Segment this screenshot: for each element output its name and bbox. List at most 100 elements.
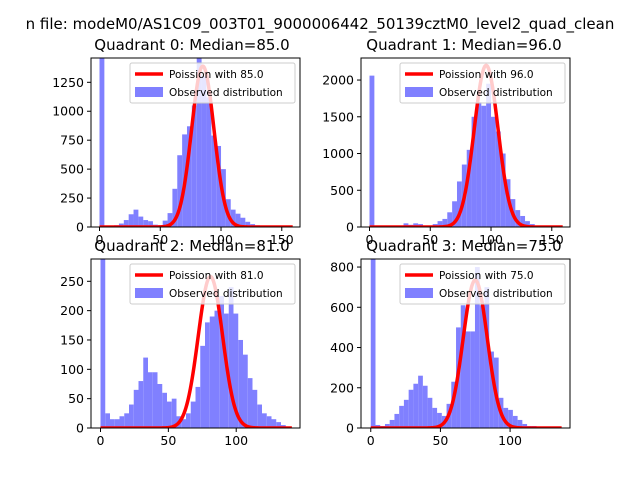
histogram-bar (418, 375, 423, 428)
histogram-bar (252, 389, 258, 428)
histogram-bar (389, 419, 395, 428)
legend-entry-observed: Observed distribution (169, 288, 283, 300)
histogram-bar (191, 105, 197, 227)
histogram-bar (214, 310, 220, 428)
histogram-bar (508, 409, 513, 428)
histogram-bar (484, 287, 490, 428)
histogram-bar (206, 97, 212, 227)
histogram-bar (123, 220, 129, 227)
histogram-bar (233, 313, 239, 428)
panel-quadrant-2: 0 50 100 0 50 100 150 200 250 Poission with 81.0 O… (60, 237, 301, 448)
panel-title: Quadrant 2: Median=81.0 (94, 237, 289, 255)
histogram-bar (138, 216, 144, 227)
legend-box (399, 62, 566, 104)
histogram-bar (262, 413, 267, 428)
legend-entry-poisson: Poission with 96.0 (439, 69, 534, 81)
histogram-bar (211, 135, 217, 227)
histogram-bar (110, 419, 115, 428)
histogram-bar (479, 305, 485, 428)
legend-box (399, 263, 566, 305)
y-tick-label: 600 (330, 300, 354, 315)
histogram-bar (427, 397, 433, 428)
y-tick-label: 500 (330, 183, 354, 198)
axes-frame (360, 258, 571, 429)
x-tick-label: 100 (209, 232, 233, 247)
y-tick-label: 0 (346, 220, 354, 235)
histogram-bar (491, 116, 496, 227)
histogram-bar (119, 416, 125, 428)
panel-quadrant-0: 0 50 100 150 0 250 500 750 1000 1250 Poission with… (52, 36, 301, 247)
histogram-bar (99, 58, 105, 227)
axes-frame (90, 57, 301, 228)
panel-title: Quadrant 0: Median=85.0 (94, 36, 289, 54)
y-tick-label: 2000 (322, 73, 354, 88)
histogram-bar (177, 155, 183, 227)
x-tick-label: 50 (152, 232, 168, 247)
histogram-bar (148, 372, 153, 428)
histogram-bar (162, 392, 167, 428)
histogram-bar (133, 389, 139, 428)
histogram-bar (138, 381, 144, 428)
legend-patch-swatch (405, 87, 433, 97)
panel-title: Quadrant 3: Median=75.0 (366, 237, 561, 255)
histogram-bar (503, 407, 509, 428)
histogram-bar (394, 413, 400, 428)
panel-quadrant-3: 0 50 100 0 200 400 600 800 Poission with 75.0 Obs… (330, 237, 571, 448)
histogram-bar (238, 339, 243, 428)
legend-entry-poisson: Poission with 81.0 (169, 270, 264, 282)
histogram-bar (172, 188, 178, 227)
histogram-bar (228, 287, 234, 428)
histogram-bar (422, 385, 428, 428)
histogram-bar (133, 209, 139, 227)
y-tick-label: 1500 (322, 109, 354, 124)
legend-patch-swatch (405, 288, 433, 298)
x-tick-label: 100 (498, 433, 522, 448)
histogram-bar (486, 83, 492, 227)
histogram-bar (245, 221, 251, 227)
y-tick-label: 500 (60, 162, 84, 177)
histogram-bar (240, 217, 246, 227)
histogram-bar (219, 295, 224, 428)
histogram-bar (205, 322, 210, 428)
x-tick-label: 50 (432, 433, 448, 448)
histogram-bar (157, 383, 163, 428)
x-tick-label: 150 (540, 232, 564, 247)
histogram-bar (247, 378, 253, 428)
histogram-bar (399, 405, 404, 428)
histogram-bar (148, 221, 153, 227)
histogram-bar (442, 218, 448, 227)
y-tick-label: 0 (76, 421, 84, 436)
histogram-bar (517, 419, 523, 428)
histogram-bar (243, 354, 248, 428)
histogram-bar (512, 415, 518, 428)
histogram-bar (201, 76, 207, 227)
x-tick-label: 0 (97, 433, 105, 448)
histogram-bar (105, 413, 110, 428)
histogram-bar (470, 331, 475, 428)
histogram-bar (129, 404, 134, 428)
histogram-bar (195, 386, 201, 428)
histogram-bar (167, 401, 172, 428)
histogram-bar (369, 75, 375, 227)
histogram-bar (196, 58, 202, 227)
histogram-bar (181, 419, 186, 428)
histogram-bar (476, 102, 482, 227)
histogram-bar (465, 331, 471, 428)
histogram-bar (481, 105, 487, 227)
histogram-bar (522, 423, 528, 428)
histogram-bar (437, 221, 443, 227)
x-tick-label: 0 (366, 232, 374, 247)
histogram-bar (460, 305, 466, 428)
histogram-bar (437, 412, 442, 428)
x-tick-label: 50 (160, 433, 176, 448)
histogram-bar (456, 181, 462, 227)
histogram-bar (162, 220, 168, 227)
y-tick-label: 800 (330, 260, 354, 275)
histogram-bar (235, 213, 241, 227)
y-tick-label: 0 (76, 220, 84, 235)
y-tick-label: 250 (60, 191, 84, 206)
histogram-bar (186, 126, 192, 227)
histogram-bar (124, 413, 129, 428)
histogram-bar (474, 267, 480, 428)
axes-frame (360, 57, 571, 228)
